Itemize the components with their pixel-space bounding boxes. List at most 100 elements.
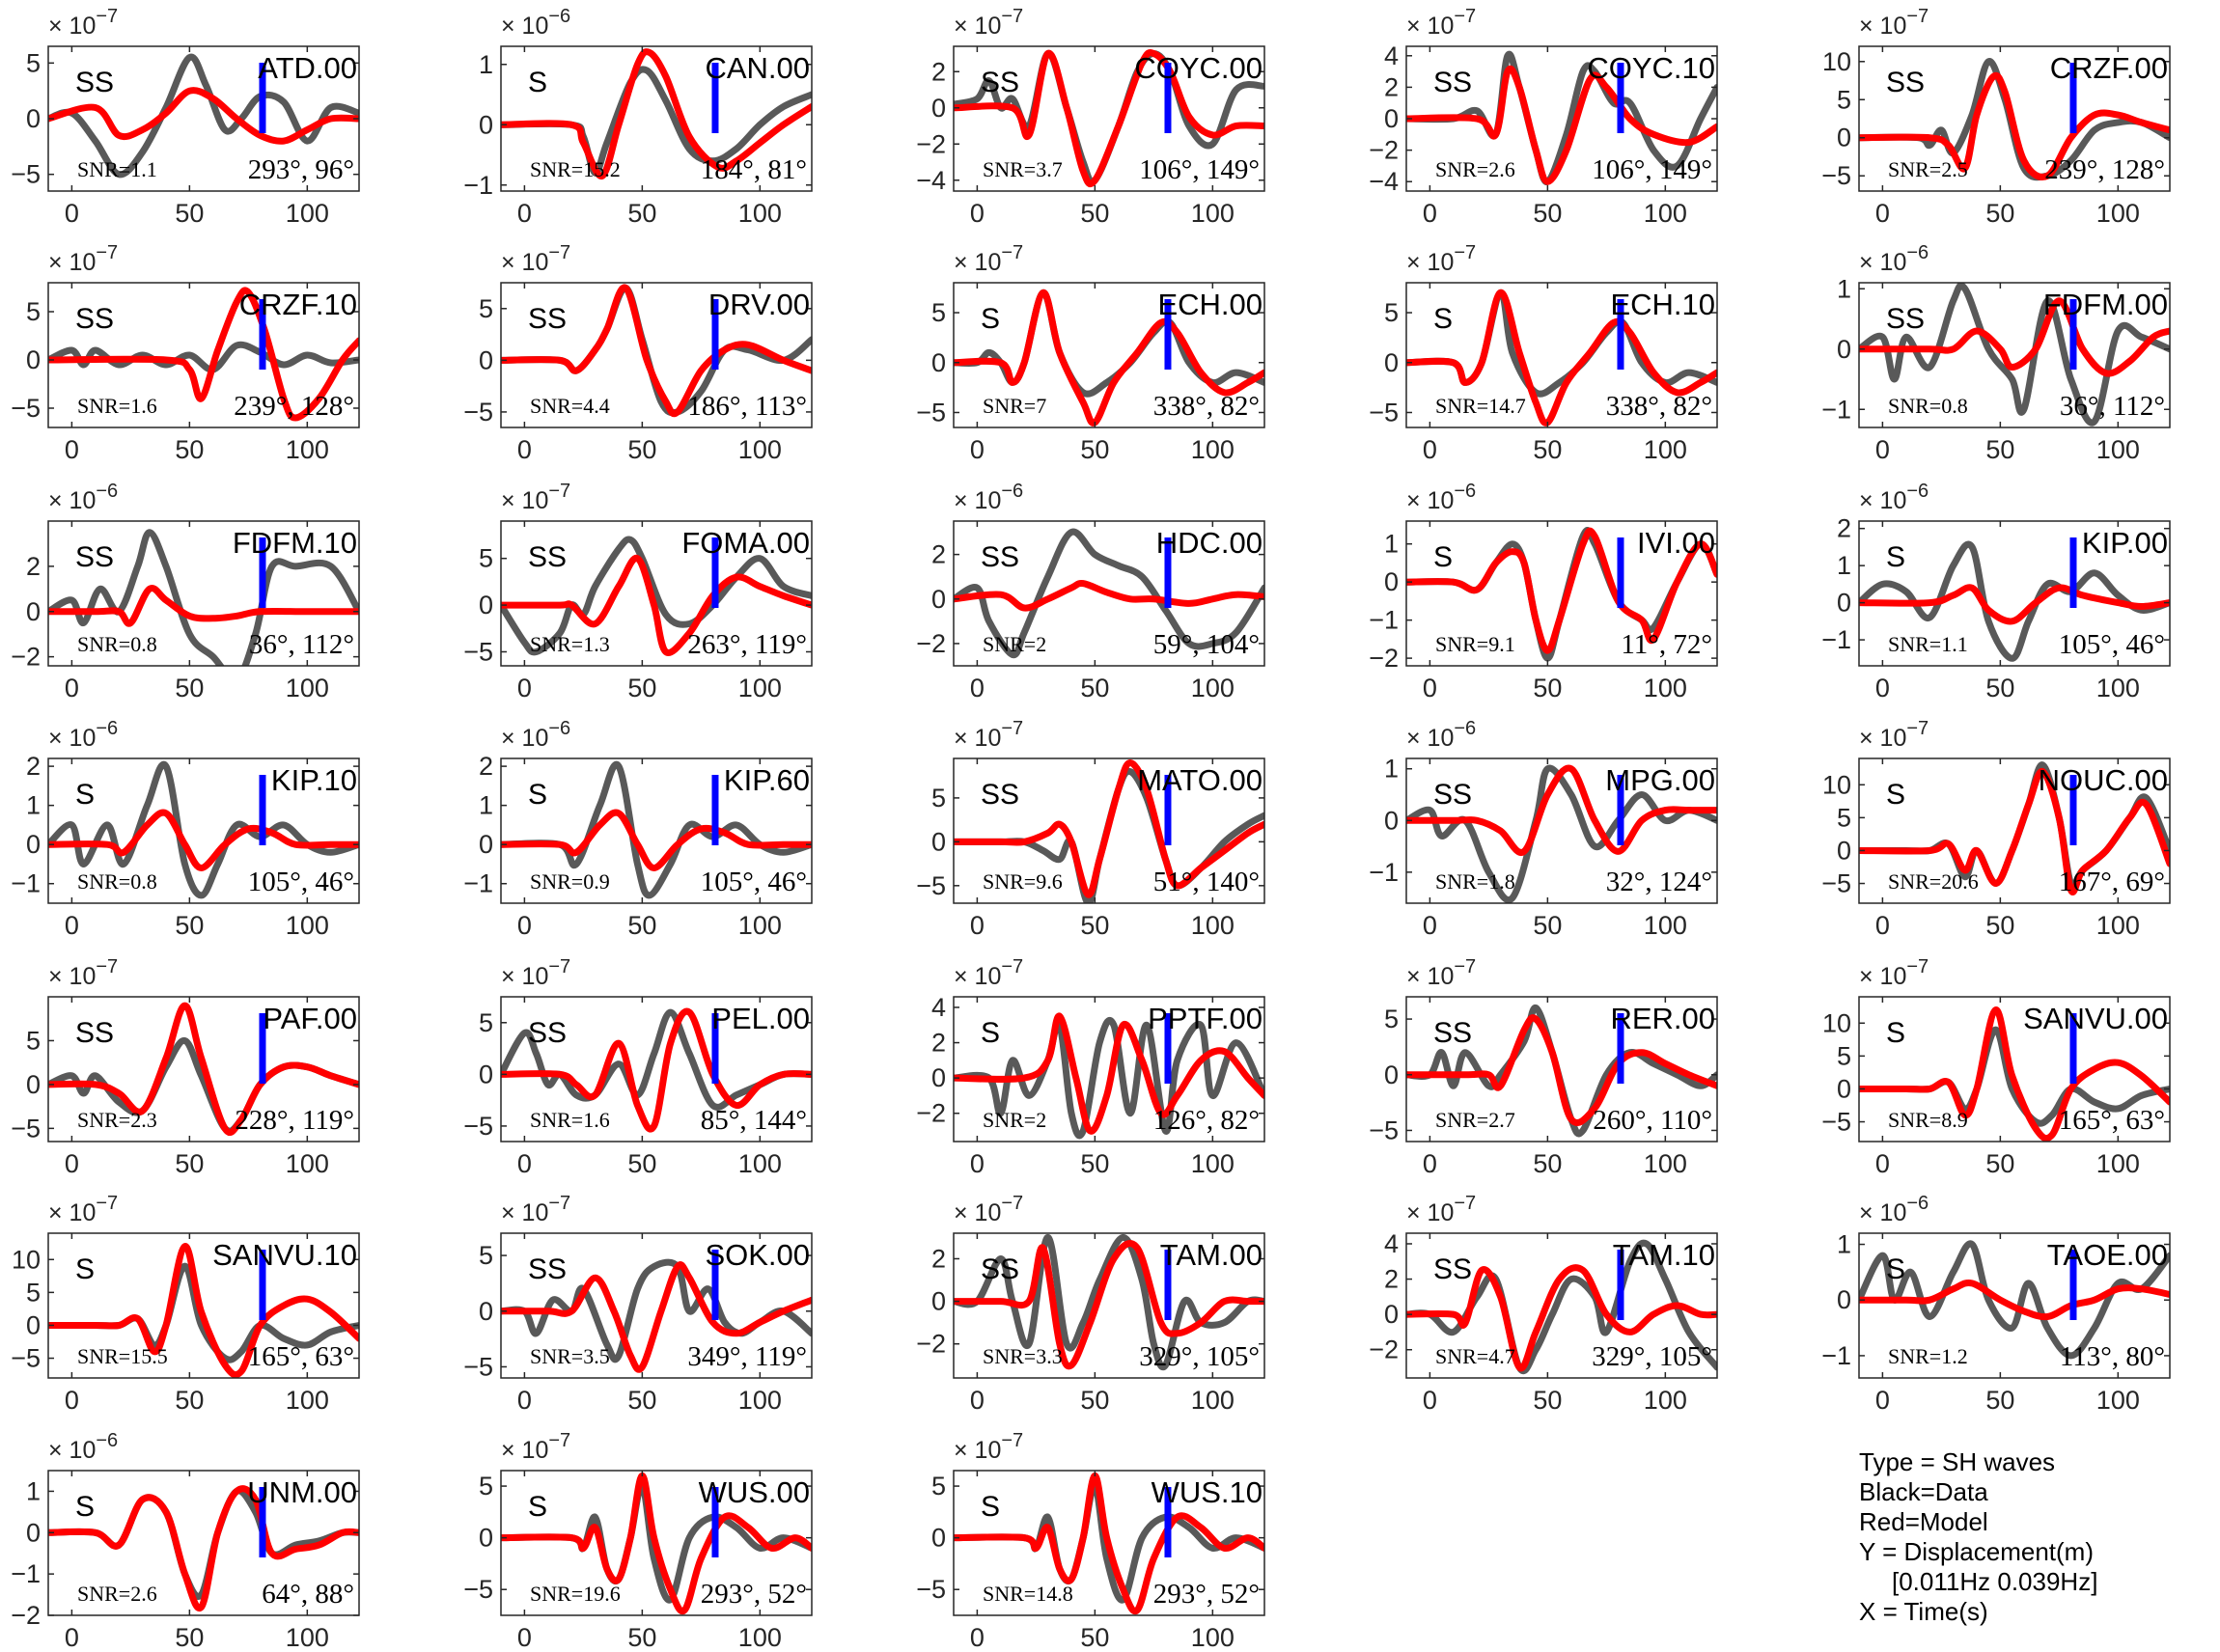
y-tick-label: 0 [1837, 124, 1851, 152]
legend-data: Black=Data [1859, 1477, 1988, 1506]
azimuth-angle-label: 113°, 80° [2060, 1341, 2165, 1372]
waveform-panel: 0 50 100 −5 0 5 × 10−7 ECH.00 S SNR=7 338°, 82° [916, 242, 1265, 464]
x-tick-label: 50 [175, 435, 204, 464]
model-trace [954, 1012, 1264, 1135]
station-label: FDFM.10 [233, 526, 357, 560]
x-tick-label: 50 [175, 199, 204, 228]
plot-frame [953, 520, 1265, 667]
model-trace [1859, 297, 2170, 377]
y-scale-multiplier: × 10−6 [48, 1430, 118, 1464]
y-scale-multiplier: × 10−7 [48, 242, 118, 276]
azimuth-angle-label: 239°, 128° [234, 391, 354, 422]
model-trace [501, 1007, 812, 1133]
waveform-panel: 0 50 100 −5 0 5 × 10−7 WUS.10 S SNR=14.8 293°, 52° [916, 1430, 1265, 1652]
x-tick-label: 0 [970, 1623, 985, 1652]
y-tick-label: −5 [463, 1575, 493, 1604]
legend-x: X = Time(s) [1859, 1597, 1988, 1626]
x-tick-label: 50 [1533, 435, 1562, 464]
x-tick-label: 0 [1875, 1386, 1890, 1415]
model-trace [501, 48, 812, 179]
y-tick-label: 1 [1384, 755, 1399, 784]
y-tick-label: 1 [1837, 1230, 1851, 1259]
snr-label: SNR=2.3 [77, 1108, 157, 1132]
station-label: KIP.60 [724, 763, 810, 797]
x-tick-label: 100 [1644, 199, 1687, 228]
station-label: PAF.00 [263, 1002, 357, 1035]
y-tick-label: 0 [26, 1518, 41, 1547]
x-tick-label: 0 [65, 911, 79, 940]
y-tick-label: −5 [1369, 398, 1399, 427]
y-tick-label: 0 [479, 830, 493, 859]
y-tick-label: 1 [26, 1476, 41, 1505]
azimuth-angle-label: 36°, 112° [2060, 391, 2165, 422]
plot-frame [1858, 1232, 2171, 1379]
waveform-panel: 0 50 100 −5 0 5 × 10−7 WUS.00 S SNR=19.6 293°, 52° [463, 1430, 813, 1652]
plot-frame [1405, 282, 1718, 428]
station-label: TAOE.00 [2047, 1238, 2168, 1272]
x-tick-label: 100 [738, 1386, 782, 1415]
y-tick-label: 10 [1822, 1008, 1851, 1037]
data-trace [501, 536, 812, 656]
waveform-panel: 0 50 100 −2 0 2 × 10−7 TAM.00 SS SNR=3.3 329°, 105… [916, 1193, 1265, 1415]
y-tick-label: 5 [1837, 1041, 1851, 1070]
model-trace [954, 759, 1264, 898]
azimuth-angle-label: 293°, 52° [1153, 1579, 1260, 1610]
phase-label: SS [75, 67, 114, 98]
plot-frame [1858, 520, 2171, 667]
model-trace [48, 585, 359, 627]
y-tick-label: 0 [26, 1070, 41, 1099]
x-tick-label: 0 [1875, 1149, 1890, 1178]
x-tick-label: 50 [627, 1149, 656, 1178]
x-tick-label: 0 [65, 1623, 79, 1652]
plot-area [1406, 521, 1717, 666]
plot-area [1406, 283, 1717, 427]
y-tick-label: 0 [1384, 104, 1399, 133]
y-tick-label: −1 [1821, 625, 1851, 654]
x-tick-label: 50 [1985, 1386, 2014, 1415]
x-tick-label: 0 [970, 199, 985, 228]
model-trace [501, 809, 812, 871]
y-tick-label: 2 [1837, 514, 1851, 543]
x-tick-label: 50 [1533, 674, 1562, 702]
azimuth-angle-label: 59°, 104° [1153, 629, 1260, 660]
station-label: UNM.00 [247, 1475, 357, 1509]
snr-label: SNR=9.6 [983, 869, 1063, 894]
y-tick-label: 1 [1384, 530, 1399, 559]
x-tick-label: 50 [1985, 674, 2014, 702]
phase-label: SS [981, 541, 1019, 573]
y-tick-label: −5 [11, 1114, 41, 1143]
y-tick-label: 5 [479, 1008, 493, 1037]
phase-label: SS [1886, 303, 1925, 335]
snr-label: SNR=1.8 [1435, 869, 1515, 894]
y-scale-multiplier: × 10−7 [1859, 956, 1929, 990]
x-tick-label: 0 [517, 674, 532, 702]
y-scale-multiplier: × 10−6 [1859, 242, 1929, 276]
y-tick-label: −5 [1821, 1108, 1851, 1137]
waveform-panel: 0 50 100 −5 0 5× 10−7 ATD.00 SS SNR=1.1 293°, 96° [11, 6, 360, 228]
y-tick-label: −1 [1821, 395, 1851, 424]
x-tick-label: 0 [517, 1623, 532, 1652]
station-label: WUS.10 [1152, 1475, 1263, 1509]
y-scale-multiplier: × 10−7 [954, 242, 1023, 276]
station-label: NOUC.00 [2039, 763, 2168, 797]
y-scale-multiplier: × 10−6 [48, 481, 118, 514]
x-tick-label: 50 [1533, 199, 1562, 228]
snr-label: SNR=1.6 [77, 394, 157, 418]
plot-frame [1405, 757, 1718, 904]
y-tick-label: −5 [1821, 869, 1851, 898]
y-tick-label: −5 [463, 398, 493, 427]
azimuth-angle-label: 186°, 113° [687, 391, 807, 422]
y-tick-label: 0 [26, 345, 41, 374]
station-label: PPTF.00 [1148, 1002, 1263, 1035]
y-tick-label: −2 [1369, 644, 1399, 673]
waveform-panel: 0 50 100 −5 0 5 × 10−7 PEL.00 SS SNR=1.6 85°, 144° [463, 956, 813, 1178]
station-label: COYC.00 [1134, 51, 1263, 85]
plot-area [48, 46, 359, 191]
x-tick-label: 100 [2096, 1149, 2140, 1178]
x-tick-label: 100 [1191, 1149, 1235, 1178]
plot-frame [953, 1470, 1265, 1616]
model-trace [954, 579, 1264, 612]
plot-frame [953, 282, 1265, 428]
phase-label: SS [528, 541, 567, 573]
x-tick-label: 0 [1423, 1149, 1437, 1178]
